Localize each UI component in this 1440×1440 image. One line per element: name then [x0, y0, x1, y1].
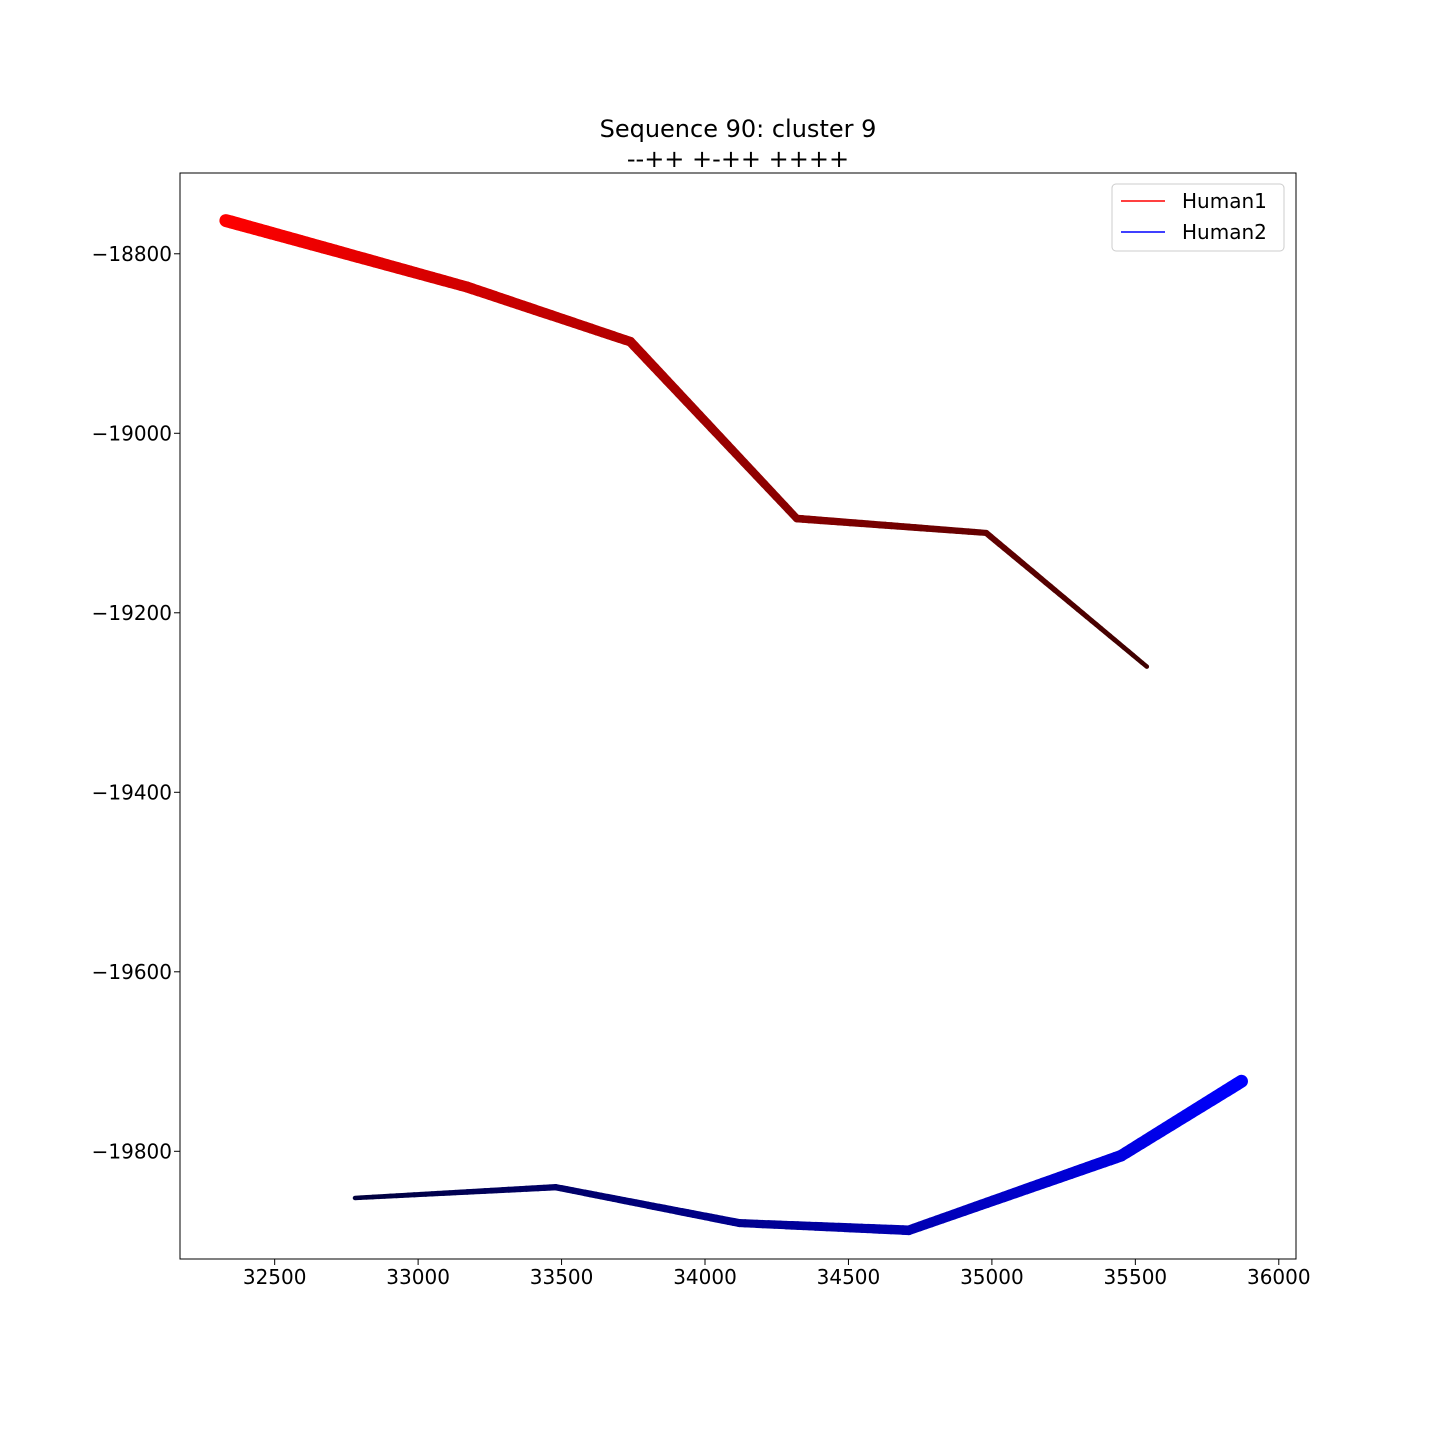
y-tick-label: −19400	[92, 780, 172, 804]
x-axis: 32500 33000 33500 34000 34500 35000 35500 36000	[243, 1259, 1311, 1289]
x-tick-label: 32500	[243, 1265, 307, 1289]
series-segment	[1139, 660, 1150, 669]
x-tick-label: 36000	[1247, 1265, 1311, 1289]
legend-label: Human1	[1182, 189, 1267, 213]
y-tick-label: −19800	[92, 1139, 172, 1163]
legend-label: Human2	[1182, 220, 1267, 244]
y-tick-label: −19000	[92, 421, 172, 445]
x-tick-label: 34500	[817, 1265, 881, 1289]
x-tick-label: 33500	[530, 1265, 594, 1289]
series-layer	[219, 214, 1248, 1236]
series-human1	[219, 214, 1150, 669]
y-axis: −18800 −19000 −19200 −19400 −19600 −19800	[92, 242, 180, 1163]
x-tick-label: 35500	[1104, 1265, 1168, 1289]
x-tick-label: 33000	[386, 1265, 450, 1289]
y-tick-label: −19200	[92, 601, 172, 625]
series-human2	[352, 1074, 1248, 1236]
y-tick-label: −19600	[92, 960, 172, 984]
chart-title: Sequence 90: cluster 9	[600, 115, 877, 143]
x-tick-label: 35000	[960, 1265, 1024, 1289]
chart-subtitle: --++ +-++ ++++	[627, 145, 849, 173]
y-tick-label: −18800	[92, 242, 172, 266]
plot-frame	[179, 172, 1297, 1260]
legend: Human1 Human2	[1111, 183, 1285, 252]
x-tick-label: 34000	[673, 1265, 737, 1289]
